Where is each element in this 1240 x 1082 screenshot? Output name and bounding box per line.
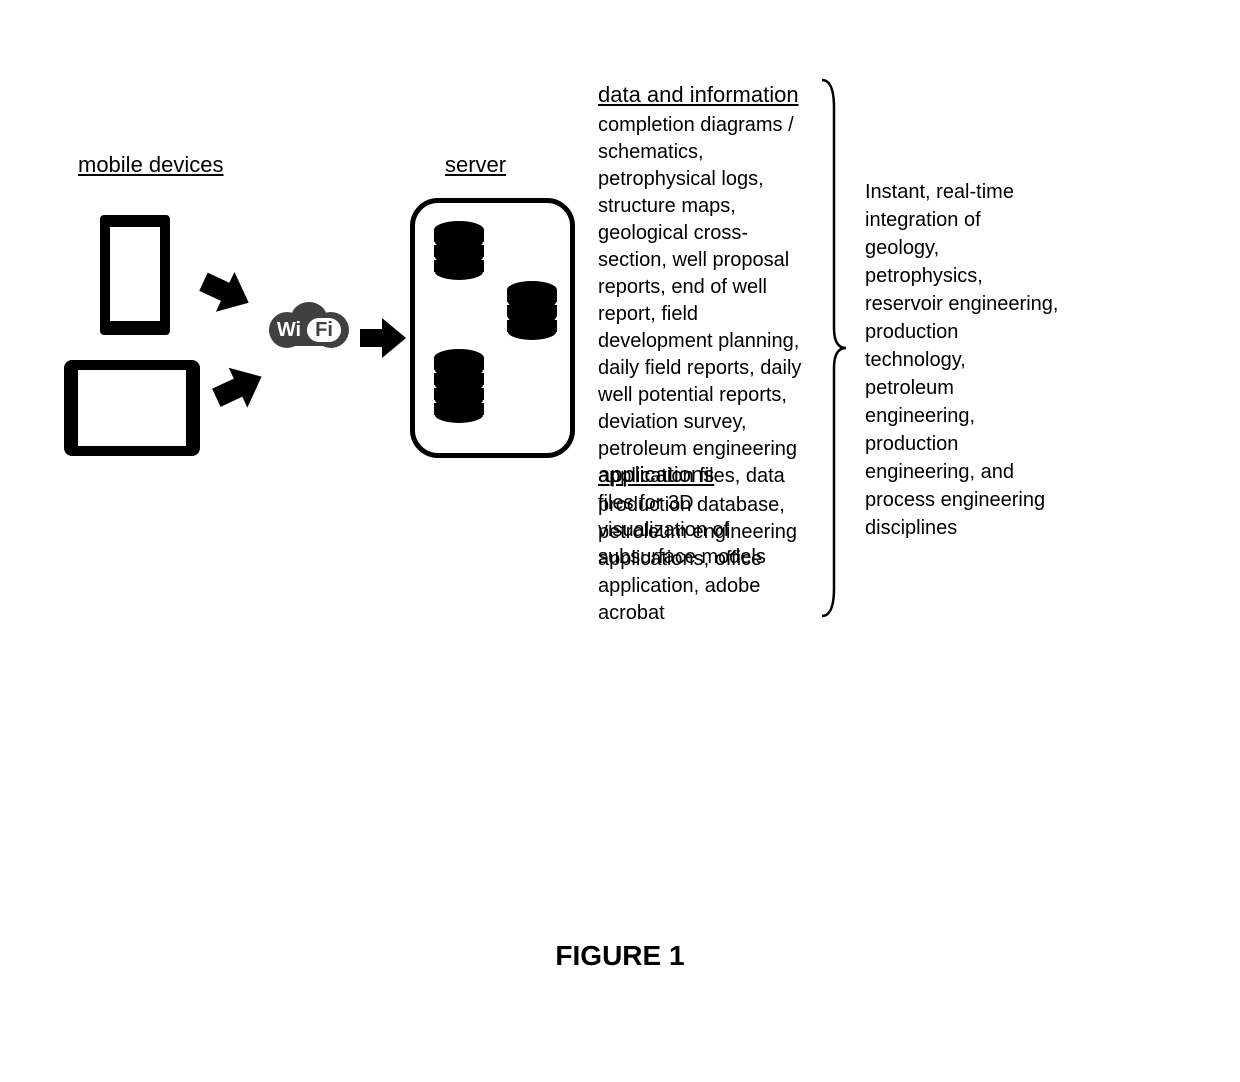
mobile-devices-label: mobile devices [78,152,224,178]
svg-text:Fi: Fi [315,319,333,341]
phone-icon [100,215,170,335]
server-label: server [445,152,506,178]
svg-text:Wi: Wi [277,319,301,341]
integration-body: Instant, real-time integration of geolog… [865,178,1060,542]
wifi-icon: Wi Fi [267,300,351,352]
figure-label: FIGURE 1 [0,940,1240,972]
applications-body: production database, petroleum engineeri… [598,492,798,627]
database-icon [432,220,486,291]
database-icon [505,280,559,351]
database-icon [432,348,486,439]
bracket-icon [818,78,848,618]
arrow-icon [207,357,273,423]
arrow-icon [192,262,258,328]
tablet-icon [64,360,200,456]
arrow-icon [360,318,406,363]
data-info-label: data and information [598,82,799,108]
